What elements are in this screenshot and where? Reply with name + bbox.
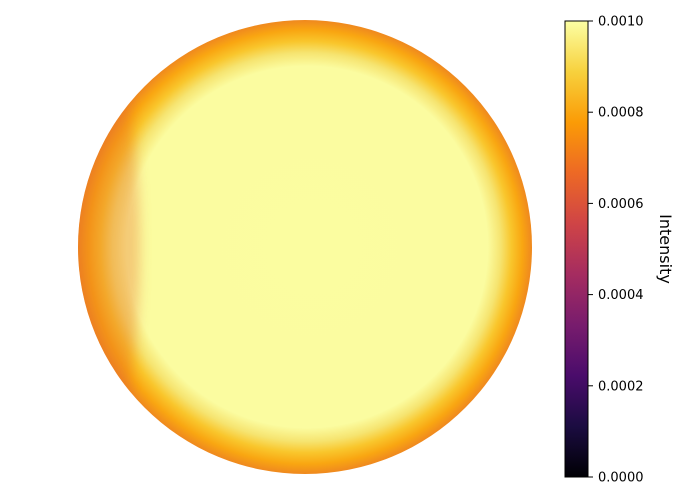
- colorbar-tick-label: 0.0010: [598, 15, 644, 30]
- colorbar-label: Intensity: [656, 214, 675, 284]
- disk-base: [78, 20, 532, 474]
- disk-edge-shading: [78, 47, 140, 447]
- colorbar-tick-label: 0.0008: [598, 106, 644, 121]
- colorbar: 0.0000 0.0002 0.0004 0.0006 0.0008 0.0010 Int…: [564, 15, 675, 486]
- colorbar-ticks: 0.0000 0.0002 0.0004 0.0006 0.0008 0.0010: [588, 15, 644, 486]
- colorbar-tick-label: 0.0004: [598, 288, 644, 303]
- colorbar-tick-label: 0.0002: [598, 379, 644, 394]
- colorbar-fill: [564, 20, 589, 478]
- colorbar-tick-label: 0.0000: [598, 471, 644, 486]
- intensity-disk: [78, 20, 532, 474]
- colorbar-tick-label: 0.0006: [598, 197, 644, 212]
